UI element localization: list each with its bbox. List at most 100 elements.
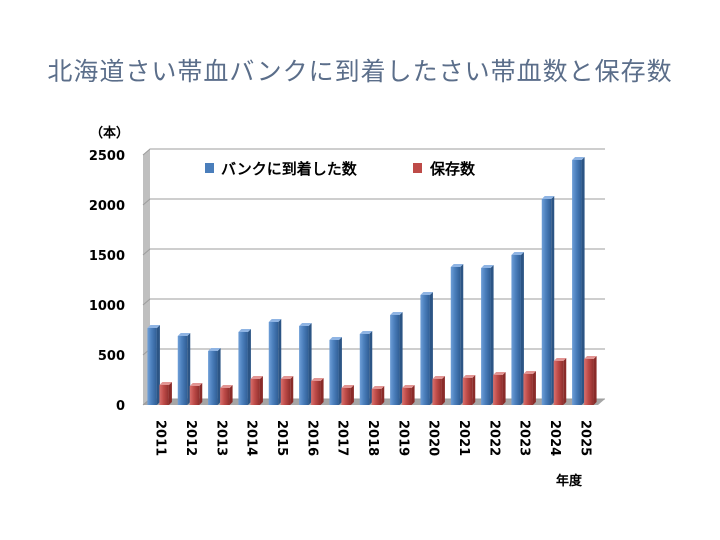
bar-side	[229, 385, 233, 405]
bar	[147, 325, 160, 405]
x-tick-label: 2012	[183, 420, 198, 456]
bar-side	[350, 385, 354, 405]
bar-front	[572, 160, 582, 405]
bar	[420, 292, 433, 405]
bar-front	[450, 267, 461, 405]
bar-top	[280, 376, 294, 379]
bar-top	[511, 252, 524, 255]
bar	[572, 157, 585, 405]
bar-side	[308, 323, 312, 405]
x-tick-label: 2025	[577, 420, 592, 456]
bar	[359, 331, 373, 405]
bar-top	[402, 385, 415, 388]
legend-swatch	[205, 163, 214, 173]
bar-front	[481, 268, 491, 405]
bar-top	[523, 371, 536, 374]
x-tick-label: 2011	[153, 420, 168, 456]
bar-front	[341, 388, 351, 405]
bar	[450, 264, 464, 405]
bar-side	[290, 376, 294, 405]
bar-side	[460, 264, 464, 405]
bar-top	[147, 325, 160, 328]
bar	[541, 196, 555, 405]
bar	[341, 385, 354, 405]
x-tick-label: 2020	[426, 420, 441, 456]
bar-front	[311, 381, 321, 405]
slide-title: 北海道さい帯血バンクに到着したさい帯血数と保存数	[47, 57, 673, 86]
bar-front	[238, 332, 248, 405]
bar-side	[320, 378, 324, 405]
x-tick-label: 2021	[456, 420, 471, 456]
bar-top	[329, 337, 342, 340]
legend-swatch	[413, 163, 422, 173]
bar-front	[299, 326, 309, 405]
y-tick-label: 1500	[89, 249, 125, 264]
bar	[523, 371, 536, 405]
bar-front	[523, 374, 533, 405]
bar	[189, 383, 203, 405]
bar	[299, 323, 312, 405]
bar-front	[177, 336, 188, 405]
bar	[329, 337, 342, 405]
bar-top	[299, 323, 312, 326]
bar-top	[220, 385, 233, 388]
bar-side	[581, 157, 585, 405]
bar-top	[159, 382, 172, 385]
y-axis-ticks: 0 500 1000 1500 2000 2500	[89, 149, 125, 414]
bar-top	[359, 331, 373, 334]
bar-front	[147, 328, 157, 405]
bar-top	[177, 333, 191, 336]
bar	[553, 358, 567, 405]
legend-box	[185, 154, 515, 182]
bar-top	[541, 196, 555, 199]
bar-front	[220, 388, 230, 405]
x-tick-label: 2015	[274, 420, 289, 456]
bar-front	[432, 379, 442, 405]
bar	[159, 382, 172, 405]
bar	[238, 329, 251, 405]
x-tick-label: 2013	[213, 420, 228, 456]
bar-front	[541, 199, 552, 405]
bar	[250, 376, 263, 405]
bar-front	[462, 378, 473, 405]
gridline	[142, 298, 605, 306]
bar-front	[329, 340, 339, 405]
bar-front	[268, 322, 279, 405]
bar-front	[390, 315, 400, 405]
bar-top	[189, 383, 203, 386]
y-tick-label: 1000	[89, 299, 125, 314]
bar	[402, 385, 415, 405]
bar-side	[381, 386, 385, 405]
bar-front	[371, 389, 382, 405]
bar-front	[159, 385, 169, 405]
gridline	[142, 198, 605, 206]
bar-side	[502, 372, 506, 405]
bar	[462, 375, 476, 405]
bar-top	[450, 264, 464, 267]
x-tick-label: 2017	[335, 420, 350, 456]
y-tick-label: 2000	[89, 199, 125, 214]
bar-side	[520, 252, 524, 405]
bar	[208, 348, 221, 405]
y-axis-label: （本）	[90, 125, 129, 141]
bar-side	[429, 292, 433, 405]
bar	[311, 378, 324, 405]
bar	[432, 376, 445, 405]
x-tick-label: 2016	[304, 420, 319, 456]
bar-top	[268, 319, 282, 322]
x-tick-label: 2014	[244, 420, 259, 456]
x-tick-label: 2018	[365, 420, 380, 456]
bar-top	[208, 348, 221, 351]
bar-top	[462, 375, 476, 378]
legend-item: 保存数	[413, 160, 476, 178]
bar	[268, 319, 282, 405]
bar-top	[420, 292, 433, 295]
bar-top	[390, 312, 403, 315]
legend: バンクに到着した数 保存数	[185, 154, 515, 182]
bar-side	[563, 358, 567, 405]
bar-top	[584, 356, 597, 359]
y-tick-label: 0	[116, 399, 125, 414]
x-tick-label: 2024	[547, 420, 562, 456]
bar-front	[553, 361, 564, 405]
